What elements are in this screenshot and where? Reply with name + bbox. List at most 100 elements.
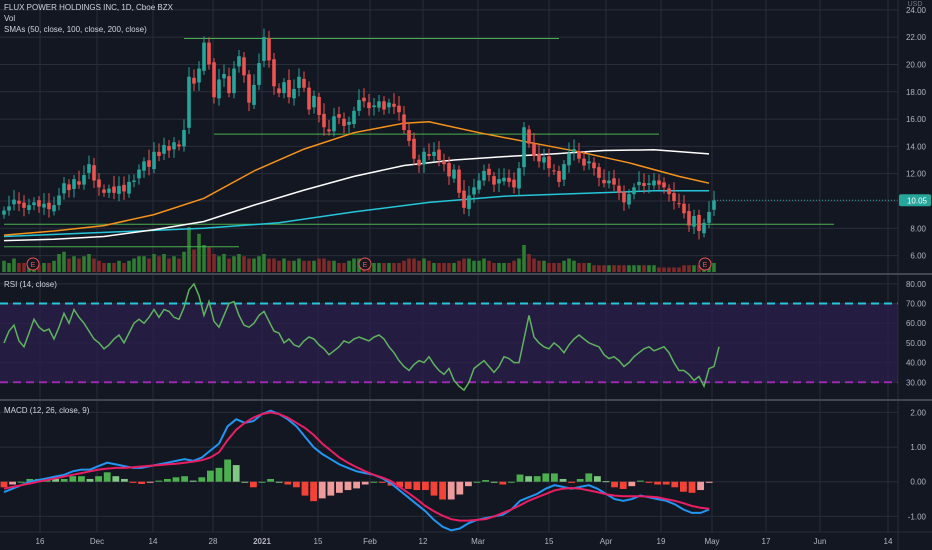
macd-histogram-bar bbox=[396, 481, 403, 488]
candle-body bbox=[307, 87, 311, 110]
candle-body bbox=[107, 188, 111, 193]
sma200-line bbox=[3, 190, 709, 238]
candle-body bbox=[517, 168, 521, 189]
volume-bar bbox=[397, 263, 401, 272]
macd-histogram-bar bbox=[516, 474, 524, 482]
volume-bar bbox=[127, 260, 131, 272]
candle-body bbox=[232, 68, 236, 94]
candle-body bbox=[422, 151, 426, 165]
rsi-tick-label: 80.00 bbox=[906, 280, 927, 289]
time-axis-bg bbox=[0, 532, 932, 550]
candle-body bbox=[42, 203, 46, 208]
candle-body bbox=[477, 180, 481, 190]
volume-bar bbox=[712, 263, 716, 272]
x-tick-label: Feb bbox=[363, 537, 377, 546]
volume-bar bbox=[622, 265, 626, 272]
macd-tick-label: 0.00 bbox=[910, 478, 926, 487]
volume-bar bbox=[637, 265, 641, 272]
macd-histogram-bar bbox=[379, 481, 386, 483]
macd-histogram-bar bbox=[602, 481, 610, 483]
macd-histogram-bar bbox=[576, 478, 584, 482]
candle-body bbox=[37, 200, 41, 207]
rsi-label: RSI (14, close) bbox=[4, 280, 57, 289]
macd-histogram-bar bbox=[60, 478, 68, 482]
rsi-tick-label: 40.00 bbox=[906, 359, 927, 368]
macd-label: MACD (12, 26, close, 9) bbox=[4, 406, 90, 415]
macd-histogram-bar bbox=[473, 481, 481, 483]
macd-histogram-bar bbox=[327, 481, 335, 496]
candles bbox=[2, 28, 716, 240]
pane-dividers[interactable] bbox=[0, 273, 932, 401]
volume-bar bbox=[157, 256, 161, 272]
x-tick-label: 17 bbox=[762, 537, 771, 546]
candle-body bbox=[632, 187, 636, 195]
candle-body bbox=[602, 179, 606, 184]
price-tick-label: 8.00 bbox=[910, 224, 926, 233]
rsi-tick-label: 70.00 bbox=[906, 300, 927, 309]
volume-bar bbox=[482, 258, 486, 272]
macd-histogram-bar bbox=[413, 481, 421, 491]
candle-body bbox=[692, 216, 696, 227]
volume-bar bbox=[552, 263, 556, 272]
macd-histogram-bar bbox=[490, 481, 498, 483]
volume-bar bbox=[242, 256, 246, 272]
rsi-line-group bbox=[3, 282, 720, 392]
macd-histogram-bar bbox=[215, 467, 223, 482]
volume-bar bbox=[152, 254, 156, 272]
candle-body bbox=[132, 180, 136, 182]
candle-body bbox=[212, 62, 216, 98]
volume-bar bbox=[412, 258, 416, 272]
macd-histogram-bar bbox=[662, 481, 670, 485]
earnings-marker bbox=[698, 257, 712, 271]
candle-body bbox=[147, 160, 151, 167]
candle-body bbox=[362, 97, 366, 102]
candle-body bbox=[57, 195, 61, 206]
candle-body bbox=[427, 154, 431, 156]
candle-body bbox=[437, 149, 441, 161]
macd-histogram-bar bbox=[138, 481, 145, 484]
candle-body bbox=[687, 211, 691, 226]
macd-histogram-bar bbox=[361, 481, 369, 485]
macd-histogram-bar bbox=[525, 476, 532, 482]
price-tick-label: 20.00 bbox=[906, 60, 927, 69]
volume-bar bbox=[372, 263, 376, 272]
candle-body bbox=[397, 105, 401, 113]
candle-body bbox=[677, 203, 681, 205]
candle-body bbox=[377, 101, 381, 108]
candle-body bbox=[457, 169, 461, 193]
volume-bar bbox=[542, 260, 546, 272]
candle-body bbox=[707, 211, 711, 223]
candle-body bbox=[27, 205, 31, 211]
volume-bar bbox=[447, 263, 451, 272]
candle-body bbox=[142, 161, 146, 171]
volume-bar bbox=[527, 254, 531, 272]
macd-histogram-bar bbox=[95, 476, 102, 482]
volume-bar bbox=[607, 265, 611, 272]
candle-body bbox=[557, 170, 561, 182]
volume-bar bbox=[292, 260, 296, 272]
volume-bar bbox=[532, 258, 536, 272]
macd-histogram-bar bbox=[585, 473, 593, 482]
candle-body bbox=[277, 88, 281, 94]
macd-histogram-bar bbox=[568, 481, 575, 483]
macd-histogram-bar bbox=[336, 481, 343, 493]
volume-bar bbox=[257, 256, 261, 272]
volume-bar bbox=[442, 263, 446, 272]
candle-body bbox=[577, 151, 581, 159]
candle-body bbox=[607, 180, 611, 184]
candle-body bbox=[357, 99, 361, 111]
volume-bar bbox=[677, 267, 681, 272]
macd-histogram-bar bbox=[465, 481, 472, 487]
volume-bar bbox=[287, 260, 291, 272]
candle-body bbox=[402, 114, 406, 130]
volume-bar bbox=[457, 260, 461, 272]
candle-body bbox=[562, 164, 566, 180]
candle-body bbox=[497, 179, 501, 184]
candle-body bbox=[512, 179, 516, 188]
price-tick-label: 14.00 bbox=[906, 142, 927, 151]
candle-body bbox=[617, 185, 621, 193]
sma-lines bbox=[3, 121, 710, 242]
macd-tick-label: 2.00 bbox=[910, 408, 926, 417]
